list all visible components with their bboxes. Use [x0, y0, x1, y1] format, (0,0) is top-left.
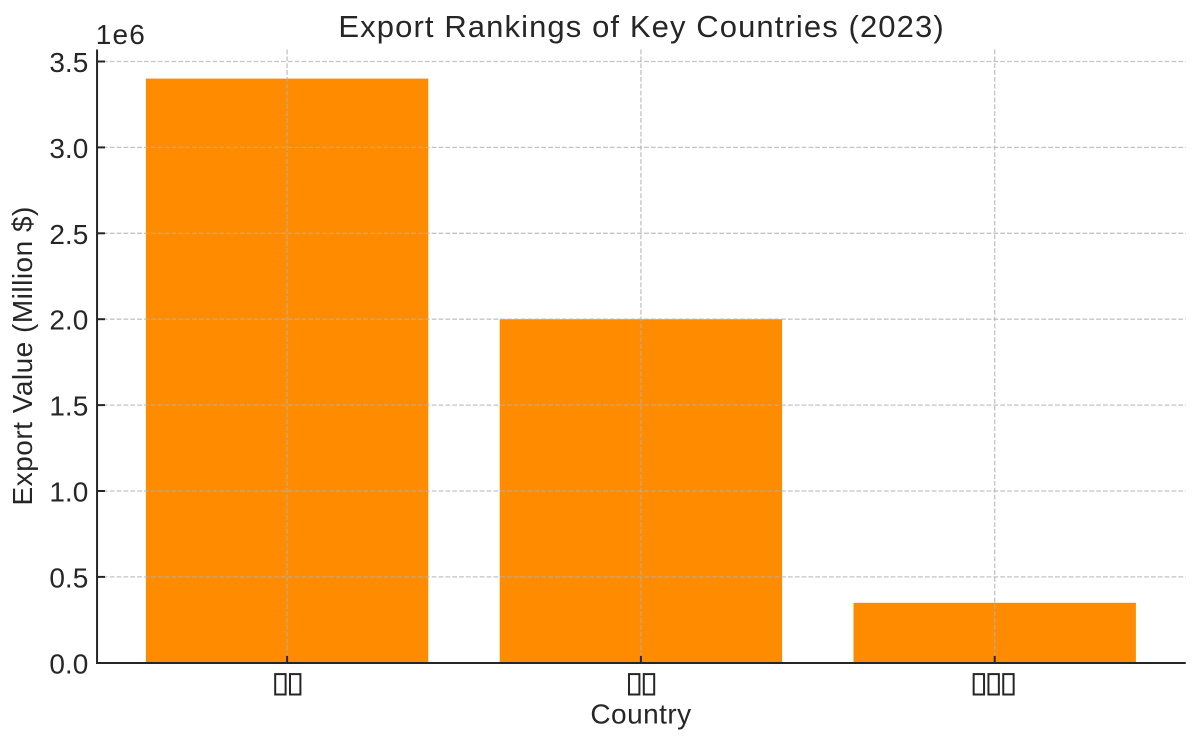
- svg-text:1e6: 1e6: [96, 19, 146, 50]
- svg-text:3.5: 3.5: [49, 47, 88, 78]
- svg-text:0.5: 0.5: [49, 562, 88, 593]
- svg-text:3.0: 3.0: [49, 133, 88, 164]
- svg-text:Export Rankings of Key Countri: Export Rankings of Key Countries (2023): [338, 9, 944, 44]
- svg-text:0.0: 0.0: [49, 649, 88, 680]
- svg-text:Export Value (Million $): Export Value (Million $): [7, 206, 38, 505]
- svg-text:2.5: 2.5: [49, 219, 88, 250]
- svg-text:2.0: 2.0: [49, 305, 88, 336]
- svg-text:1.5: 1.5: [49, 391, 88, 422]
- svg-text:Country: Country: [590, 698, 691, 729]
- svg-text:1.0: 1.0: [49, 477, 88, 508]
